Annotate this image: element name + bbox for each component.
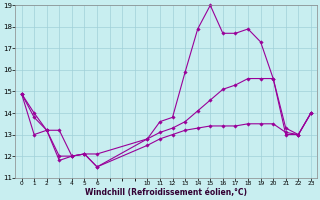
X-axis label: Windchill (Refroidissement éolien,°C): Windchill (Refroidissement éolien,°C) bbox=[85, 188, 247, 197]
